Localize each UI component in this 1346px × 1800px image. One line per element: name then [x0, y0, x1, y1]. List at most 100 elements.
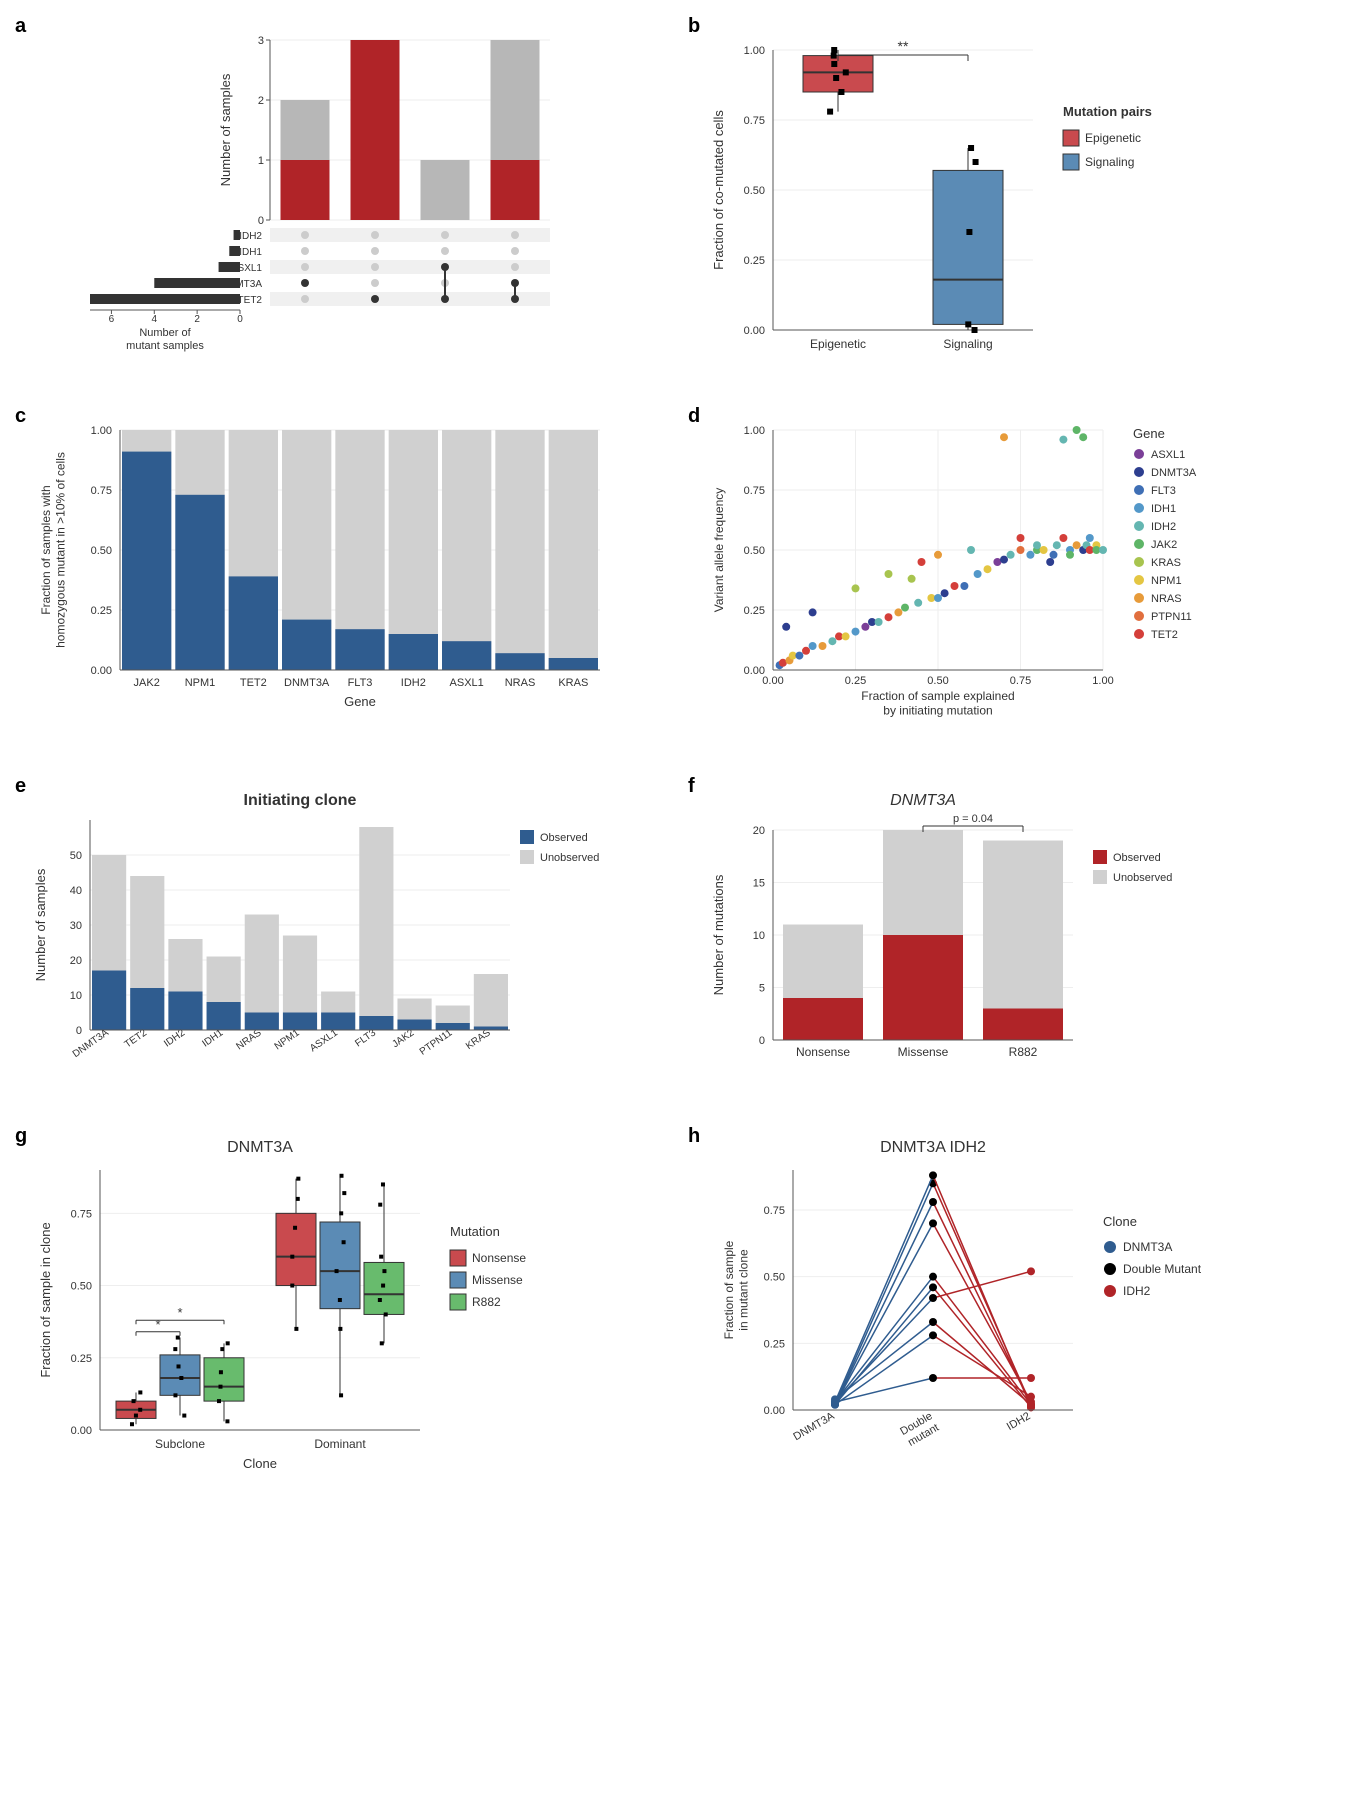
svg-text:0.50: 0.50: [744, 185, 765, 197]
panel-h: h DNMT3A IDH20.000.250.500.75DNMT3ADoubl…: [693, 1130, 1326, 1490]
svg-text:0: 0: [759, 1035, 765, 1047]
svg-text:0.75: 0.75: [764, 1205, 785, 1217]
svg-text:0.50: 0.50: [744, 545, 765, 557]
svg-text:20: 20: [70, 955, 82, 967]
label-h: h: [688, 1125, 700, 1148]
label-d: d: [688, 405, 700, 428]
svg-text:DNMT3A: DNMT3A: [227, 1139, 293, 1156]
chart-e: Initiating clone01020304050DNMT3ATET2IDH…: [20, 780, 640, 1100]
svg-text:IDH2: IDH2: [401, 677, 426, 689]
svg-text:0.25: 0.25: [744, 255, 765, 267]
label-f: f: [688, 775, 695, 798]
svg-text:p = 0.04: p = 0.04: [953, 813, 993, 825]
svg-text:Signaling: Signaling: [1085, 155, 1134, 169]
svg-text:Clone: Clone: [243, 1456, 277, 1471]
svg-text:FLT3: FLT3: [1151, 485, 1176, 497]
figure-grid: a 0123Number of samplesIDH2IDH1ASXL1DNMT…: [20, 20, 1326, 1490]
svg-text:PTPN11: PTPN11: [418, 1027, 455, 1058]
svg-text:NRAS: NRAS: [234, 1027, 263, 1052]
svg-text:NPM1: NPM1: [273, 1027, 302, 1052]
svg-text:IDH2: IDH2: [1005, 1410, 1033, 1433]
svg-text:Number of samples: Number of samples: [218, 73, 233, 186]
svg-text:0.25: 0.25: [71, 1353, 92, 1365]
svg-text:0.75: 0.75: [744, 115, 765, 127]
svg-text:0.50: 0.50: [764, 1272, 785, 1284]
svg-text:1.00: 1.00: [91, 425, 112, 437]
chart-a: 0123Number of samplesIDH2IDH1ASXL1DNMT3A…: [20, 20, 640, 380]
svg-text:2: 2: [258, 95, 264, 107]
svg-text:1: 1: [258, 155, 264, 167]
svg-text:0.75: 0.75: [1010, 675, 1031, 687]
panel-b: b 0.000.250.500.751.00EpigeneticSignalin…: [693, 20, 1326, 380]
svg-text:30: 30: [70, 920, 82, 932]
svg-text:Gene: Gene: [1133, 426, 1165, 441]
svg-text:Initiating clone: Initiating clone: [244, 792, 357, 809]
svg-text:TET2: TET2: [240, 677, 267, 689]
svg-text:FLT3: FLT3: [348, 677, 373, 689]
svg-text:0.25: 0.25: [91, 605, 112, 617]
svg-text:0: 0: [237, 314, 243, 325]
svg-text:Epigenetic: Epigenetic: [810, 337, 866, 351]
svg-text:Subclone: Subclone: [155, 1437, 205, 1451]
svg-text:IDH1: IDH1: [1151, 503, 1176, 515]
svg-text:DNMT3A: DNMT3A: [284, 677, 330, 689]
svg-text:Fraction of sample in clone: Fraction of sample in clone: [38, 1222, 53, 1377]
svg-text:IDH2: IDH2: [1123, 1284, 1151, 1298]
svg-text:R882: R882: [1009, 1045, 1038, 1059]
svg-text:IDH2: IDH2: [239, 231, 262, 242]
svg-text:6: 6: [109, 314, 115, 325]
svg-text:0.25: 0.25: [845, 675, 866, 687]
svg-text:Unobserved: Unobserved: [1113, 872, 1172, 884]
svg-text:Gene: Gene: [344, 694, 376, 709]
svg-text:Double Mutant: Double Mutant: [1123, 1262, 1202, 1276]
panel-a: a 0123Number of samplesIDH2IDH1ASXL1DNMT…: [20, 20, 653, 380]
svg-text:0: 0: [76, 1025, 82, 1037]
svg-text:KRAS: KRAS: [464, 1027, 493, 1052]
svg-text:10: 10: [70, 990, 82, 1002]
svg-text:NPM1: NPM1: [185, 677, 216, 689]
svg-text:2: 2: [194, 314, 200, 325]
svg-text:IDH1: IDH1: [239, 247, 262, 258]
svg-text:JAK2: JAK2: [390, 1027, 416, 1050]
svg-text:Epigenetic: Epigenetic: [1085, 131, 1141, 145]
panel-g: g DNMT3A0.000.250.500.75SubcloneDominant…: [20, 1130, 653, 1490]
svg-text:0.00: 0.00: [91, 665, 112, 677]
svg-text:Clone: Clone: [1103, 1214, 1137, 1229]
svg-text:Nonsense: Nonsense: [472, 1251, 526, 1265]
svg-text:Dominant: Dominant: [314, 1437, 366, 1451]
svg-text:R882: R882: [472, 1295, 501, 1309]
svg-text:40: 40: [70, 885, 82, 897]
svg-text:0.75: 0.75: [91, 485, 112, 497]
svg-text:Observed: Observed: [1113, 852, 1161, 864]
svg-text:0: 0: [258, 215, 264, 227]
svg-text:0.00: 0.00: [744, 325, 765, 337]
svg-text:Number of mutations: Number of mutations: [711, 874, 726, 995]
label-c: c: [15, 405, 26, 428]
svg-text:**: **: [898, 38, 909, 54]
svg-text:0.75: 0.75: [744, 485, 765, 497]
svg-text:0.00: 0.00: [762, 675, 783, 687]
svg-text:0.50: 0.50: [927, 675, 948, 687]
svg-text:Nonsense: Nonsense: [796, 1045, 850, 1059]
chart-d: 0.000.000.250.250.500.500.750.751.001.00…: [693, 410, 1313, 750]
chart-c: 0.000.250.500.751.00JAK2NPM1TET2DNMT3AFL…: [20, 410, 640, 750]
svg-text:Missense: Missense: [472, 1273, 523, 1287]
svg-text:4: 4: [152, 314, 158, 325]
svg-text:Observed: Observed: [540, 832, 588, 844]
label-b: b: [688, 15, 700, 38]
svg-text:NRAS: NRAS: [1151, 593, 1182, 605]
panel-c: c 0.000.250.500.751.00JAK2NPM1TET2DNMT3A…: [20, 410, 653, 750]
svg-text:IDH2: IDH2: [1151, 521, 1176, 533]
svg-text:JAK2: JAK2: [134, 677, 160, 689]
svg-text:KRAS: KRAS: [558, 677, 588, 689]
svg-text:Doublemutant: Doublemutant: [898, 1410, 941, 1449]
chart-h: DNMT3A IDH20.000.250.500.75DNMT3ADoublem…: [693, 1130, 1313, 1490]
svg-text:TET2: TET2: [1151, 629, 1178, 641]
svg-text:NRAS: NRAS: [505, 677, 536, 689]
svg-text:DNMT3A: DNMT3A: [791, 1410, 837, 1443]
svg-text:10: 10: [753, 930, 765, 942]
svg-text:1.00: 1.00: [744, 425, 765, 437]
svg-text:ASXL1: ASXL1: [308, 1027, 340, 1054]
chart-f: DNMT3A05101520NonsenseMissenseR882Number…: [693, 780, 1313, 1100]
svg-text:DNMT3A: DNMT3A: [1151, 467, 1197, 479]
